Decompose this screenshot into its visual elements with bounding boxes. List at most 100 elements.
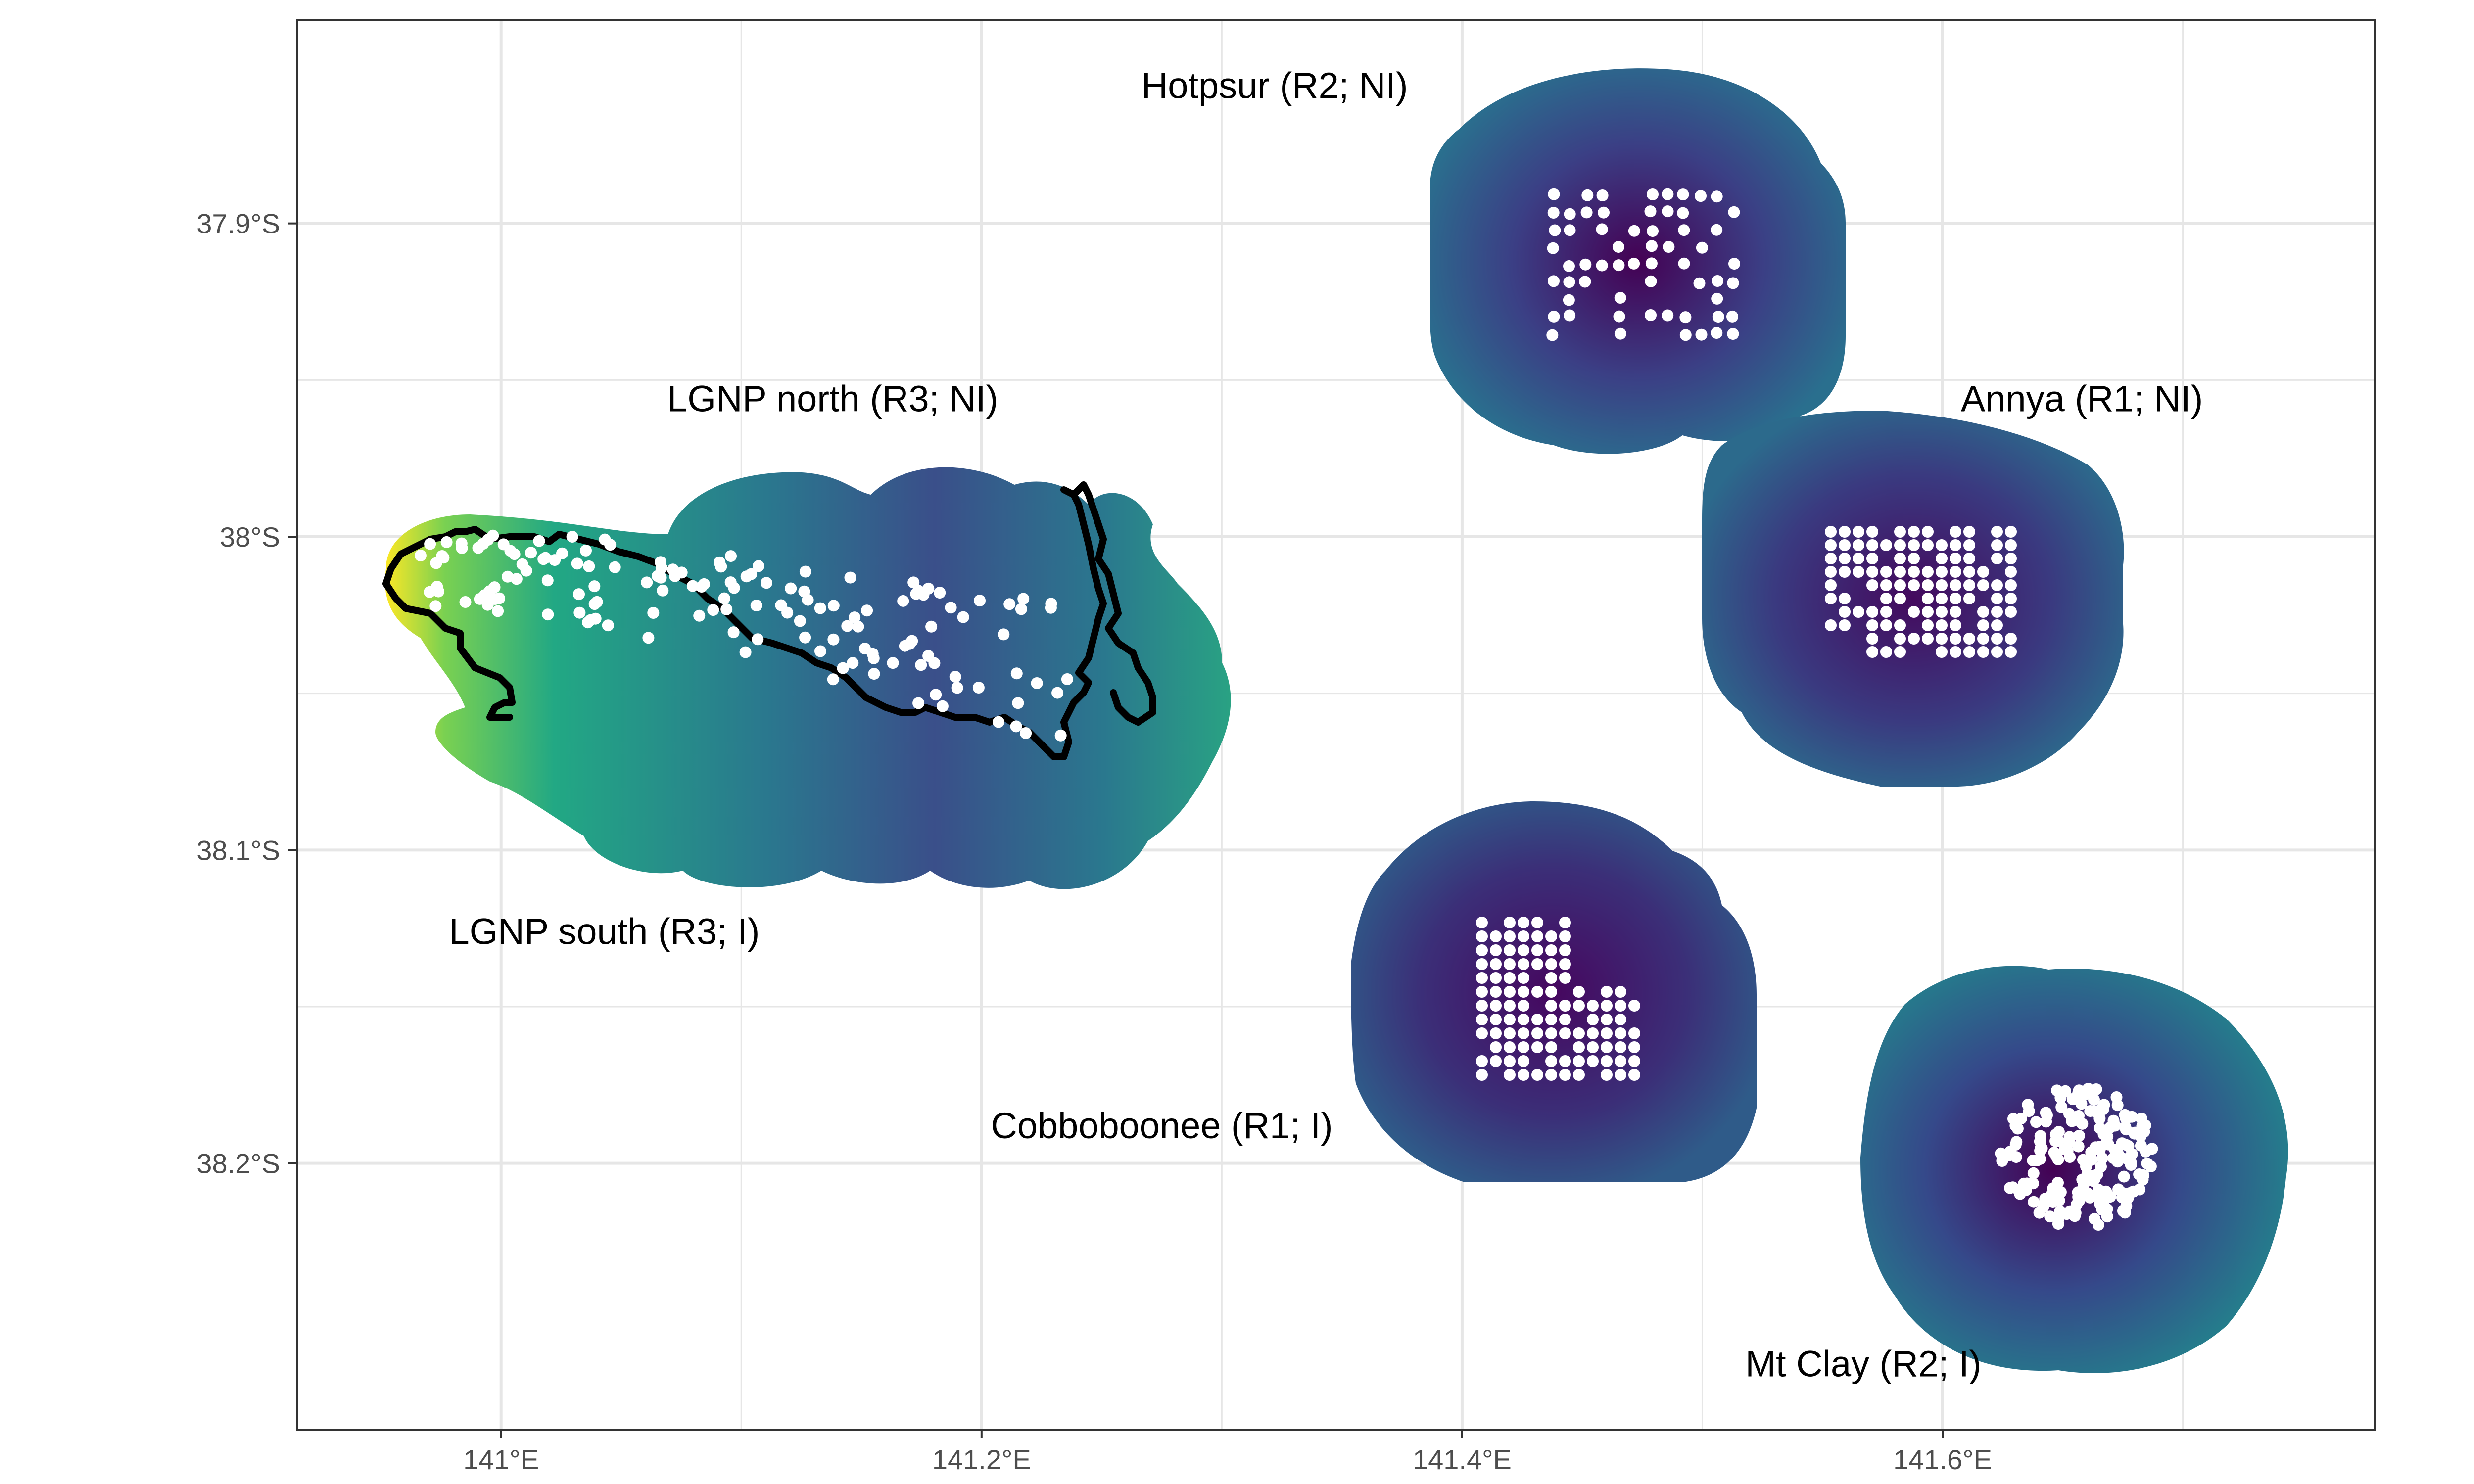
sampling-point <box>516 558 528 570</box>
sampling-point <box>1628 1041 1640 1053</box>
sampling-point <box>2028 1196 2040 1208</box>
sampling-point <box>1490 944 1502 956</box>
sampling-point <box>573 606 586 619</box>
sampling-point <box>1991 579 2003 591</box>
sampling-point <box>1045 598 1057 610</box>
sampling-point <box>1596 223 1608 235</box>
sampling-point <box>1490 972 1502 984</box>
sampling-point <box>1908 606 1920 618</box>
sampling-point <box>1963 593 1975 604</box>
sampling-point <box>1839 566 1851 578</box>
sampling-point <box>1696 241 1708 254</box>
sampling-point <box>1991 619 2003 631</box>
sampling-point <box>1728 258 1740 270</box>
sampling-point <box>1504 944 1516 956</box>
sampling-point <box>2004 1182 2016 1194</box>
sampling-point <box>1476 1000 1488 1012</box>
sampling-point <box>1476 1055 1488 1067</box>
sampling-point <box>1908 579 1920 591</box>
sampling-point <box>827 673 839 686</box>
sampling-point <box>2064 1151 2076 1163</box>
sampling-point <box>1563 276 1575 288</box>
sampling-point <box>1825 566 1837 578</box>
sampling-point <box>525 547 537 559</box>
sampling-point <box>1531 986 1543 998</box>
sampling-point <box>1922 579 1934 591</box>
sampling-point <box>1490 930 1502 942</box>
sampling-point <box>1518 1027 1529 1039</box>
sampling-point <box>1894 633 1906 645</box>
sampling-point <box>1476 944 1488 956</box>
sampling-point <box>1490 1027 1502 1039</box>
sampling-point <box>1504 1000 1516 1012</box>
sampling-point <box>949 671 961 683</box>
sampling-point <box>1991 593 2003 604</box>
sampling-point <box>1545 944 1557 956</box>
sampling-point <box>1559 917 1571 928</box>
plot-panel-border <box>296 19 2376 1431</box>
sampling-point <box>1894 526 1906 538</box>
sampling-point <box>1853 566 1864 578</box>
sampling-point <box>1518 944 1529 956</box>
region-label: LGNP south (R3; I) <box>449 911 760 952</box>
sampling-point <box>2018 1177 2030 1190</box>
sampling-point <box>1020 727 1032 739</box>
sampling-point <box>1559 1000 1571 1012</box>
sampling-point <box>669 570 681 582</box>
sampling-point <box>1936 593 1948 604</box>
sampling-point <box>1866 553 1878 564</box>
sampling-point <box>604 539 617 551</box>
sampling-point <box>1614 327 1626 340</box>
sampling-point <box>1628 1055 1640 1067</box>
sampling-point <box>533 535 545 547</box>
sampling-point <box>1866 619 1878 631</box>
sampling-point <box>556 547 568 559</box>
sampling-point <box>1866 566 1878 578</box>
sampling-point <box>2030 1116 2042 1128</box>
sampling-point <box>2085 1154 2097 1166</box>
sampling-point <box>1518 972 1529 984</box>
sampling-point <box>424 538 436 550</box>
sampling-point <box>492 605 504 617</box>
sampling-point <box>727 626 740 639</box>
sampling-point <box>1601 1000 1613 1012</box>
sampling-point <box>440 536 453 548</box>
sampling-point <box>752 633 764 646</box>
sampling-point <box>647 607 660 619</box>
sampling-point <box>1587 1055 1599 1067</box>
x-tick-label: 141.4°E <box>1413 1444 1512 1475</box>
sampling-point <box>2054 1186 2067 1198</box>
sampling-point <box>1504 1027 1516 1039</box>
sampling-point <box>1504 958 1516 970</box>
sampling-point <box>1922 606 1934 618</box>
sampling-point <box>1614 292 1626 304</box>
sampling-point <box>1880 566 1892 578</box>
sampling-point <box>455 537 468 550</box>
sampling-point <box>1601 1069 1613 1081</box>
sampling-point <box>728 582 740 594</box>
sampling-point <box>761 577 772 589</box>
sampling-point <box>641 576 653 589</box>
sampling-point <box>1531 1014 1543 1025</box>
sampling-point <box>2077 1178 2090 1191</box>
sampling-point <box>1991 606 2003 618</box>
sampling-point <box>591 596 603 608</box>
sampling-point <box>974 595 986 607</box>
sampling-point <box>1950 619 1961 631</box>
sampling-point <box>1950 633 1961 645</box>
sampling-point <box>2134 1183 2146 1196</box>
sampling-point <box>1548 188 1560 200</box>
sampling-point <box>2120 1123 2132 1136</box>
sampling-point <box>1601 1014 1613 1025</box>
sampling-point <box>2122 1192 2134 1204</box>
sampling-point <box>1853 526 1864 538</box>
sampling-point <box>725 550 737 562</box>
sampling-point <box>1545 1055 1557 1067</box>
sampling-point <box>1679 329 1692 341</box>
sampling-point <box>566 531 578 543</box>
sampling-point <box>1559 972 1571 984</box>
sampling-point <box>1936 633 1948 645</box>
sampling-point <box>1615 1000 1626 1012</box>
sampling-point <box>2095 1160 2107 1173</box>
sampling-point <box>2109 1144 2121 1156</box>
